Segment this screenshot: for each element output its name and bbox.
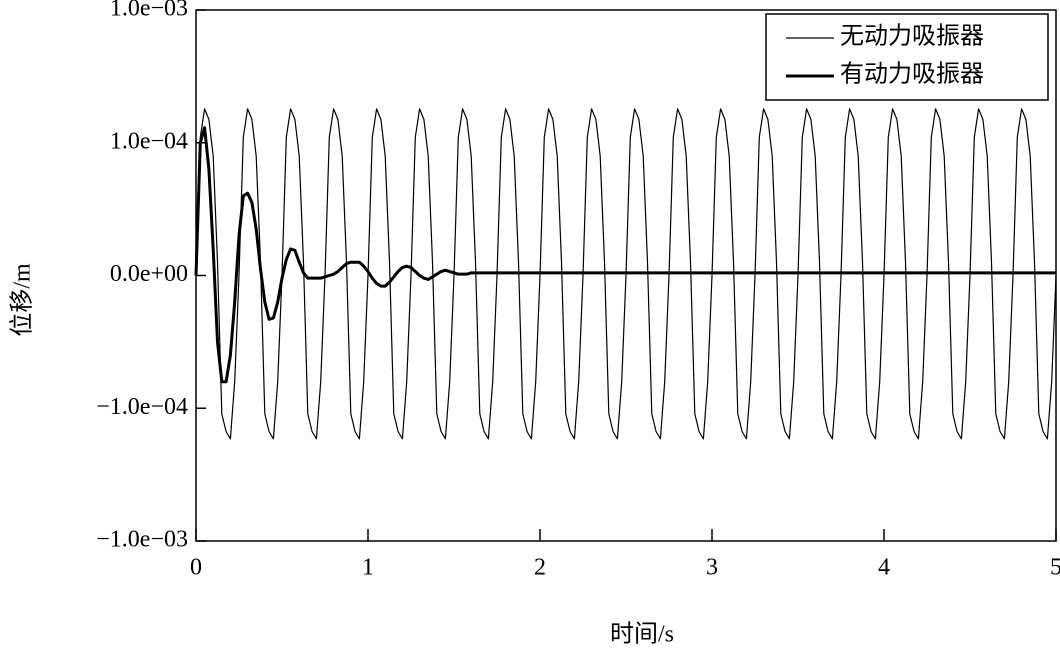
x-tick-label: 3	[706, 555, 718, 581]
x-tick-label: 2	[534, 555, 546, 581]
x-tick-label: 4	[878, 555, 890, 581]
legend-label: 有动力吸振器	[840, 61, 984, 88]
y-tick-label: 0.0e+00	[110, 261, 188, 287]
legend-label: 无动力吸振器	[840, 23, 984, 50]
plot-frame	[195, 9, 1057, 542]
y-axis-label: 位移/m	[9, 263, 36, 337]
y-tick-label: 1.0e−03	[110, 0, 188, 22]
line-series	[195, 108, 1057, 440]
y-tick-label: −1.0e−03	[96, 527, 188, 553]
x-axis-label: 时间/s	[610, 621, 674, 648]
x-tick-label: 0	[190, 555, 202, 581]
x-tick-label: 5	[1050, 555, 1060, 581]
x-tick-label: 1	[362, 555, 374, 581]
legend-box	[765, 13, 1049, 101]
line-series	[194, 126, 1056, 384]
y-tick-label: −1.0e−04	[96, 394, 188, 420]
y-tick-label: 1.0e−04	[110, 128, 188, 154]
